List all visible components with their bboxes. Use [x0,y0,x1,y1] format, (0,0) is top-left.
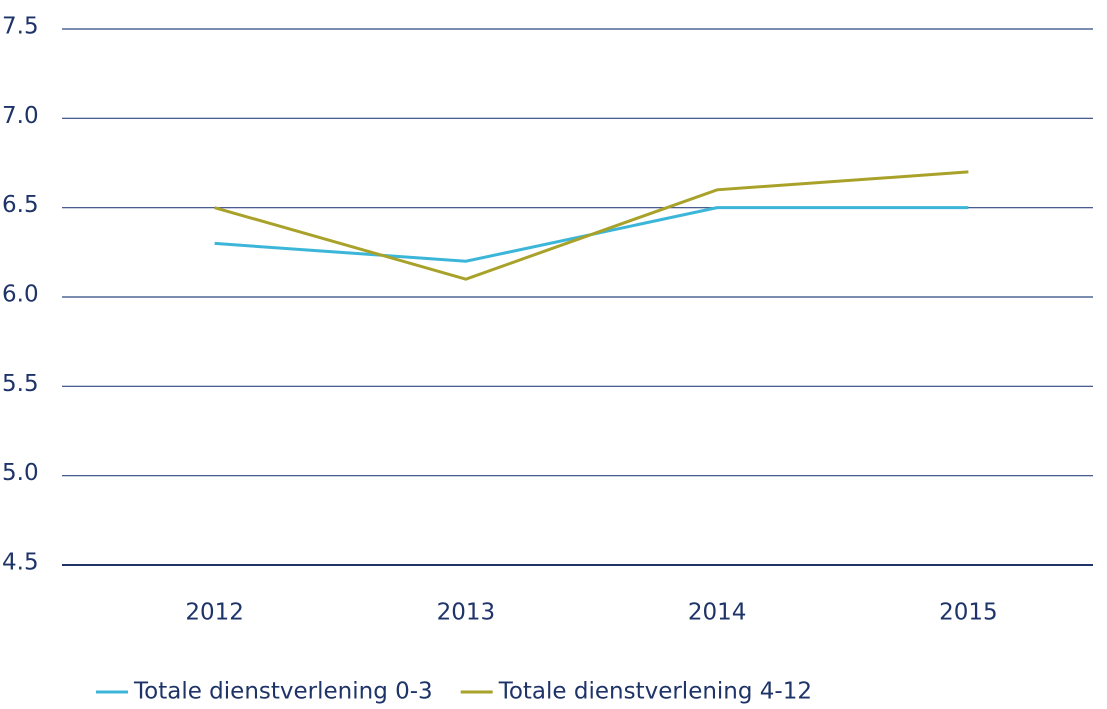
y-tick-label: 4.5 [2,550,39,576]
y-tick-label: 5.5 [2,371,39,397]
line-series [214,170,969,281]
x-tick-label: 2013 [437,600,496,626]
x-tick-label: 2014 [688,600,747,626]
y-tick-label: 7.5 [2,14,39,40]
x-tick-label: 2015 [939,600,998,626]
legend-label: Totale dienstverlening 4-12 [498,679,812,705]
y-tick-label: 7.0 [2,103,39,129]
y-tick-label: 6.5 [2,192,39,218]
legend-label: Totale dienstverlening 0-3 [133,679,433,705]
y-tick-label: 6.0 [2,282,39,308]
x-tick-label: 2012 [185,600,244,626]
y-tick-label: 5.0 [2,460,39,486]
